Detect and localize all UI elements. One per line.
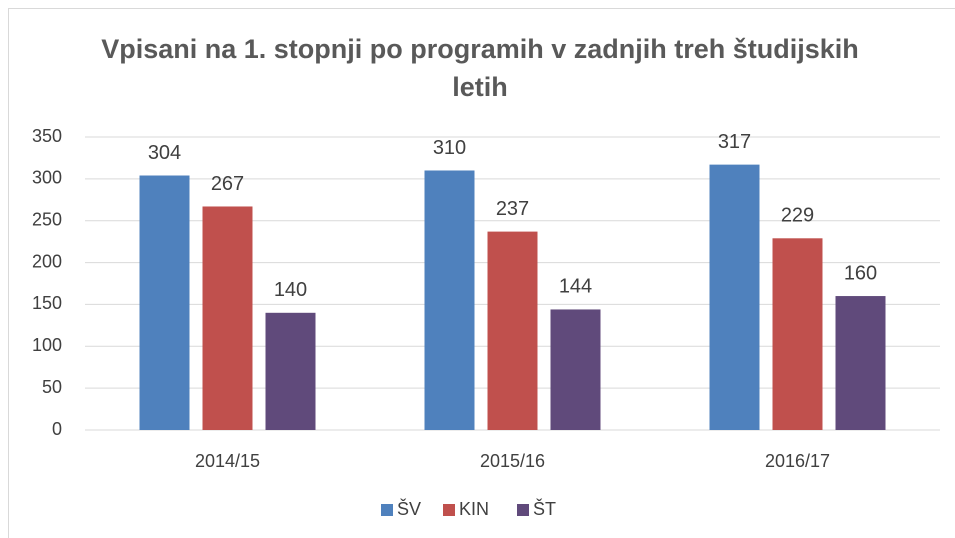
legend-swatch [517,504,529,516]
data-label: 160 [844,262,877,284]
legend-label: KIN [459,499,489,519]
data-label: 304 [148,142,181,164]
bar [202,206,253,430]
data-label: 229 [781,205,814,227]
x-tick-label: 2014/15 [195,451,260,471]
bar [487,231,538,430]
bar [709,164,760,430]
y-tick-label: 300 [32,168,62,188]
bar [772,238,823,430]
x-tick-label: 2016/17 [765,451,830,471]
y-tick-label: 0 [52,419,62,439]
y-tick-label: 150 [32,293,62,313]
y-tick-label: 100 [32,335,62,355]
y-tick-label: 50 [42,377,62,397]
data-label: 144 [559,276,592,298]
legend-label: ŠT [533,498,556,519]
y-tick-label: 350 [32,126,62,146]
legend-label: ŠV [397,498,421,519]
legend-swatch [381,504,393,516]
data-label: 317 [718,131,751,153]
data-label: 267 [211,173,244,195]
bar [265,312,316,430]
x-tick-label: 2015/16 [480,451,545,471]
y-tick-label: 200 [32,251,62,271]
bar [550,309,601,430]
data-label: 237 [496,198,529,220]
data-label: 310 [433,137,466,159]
chart-border [8,8,955,538]
data-label: 140 [274,279,307,301]
chart-title: Vpisani na 1. stopnji po programih v zad… [101,34,859,102]
bar [835,296,886,430]
bar [139,175,190,430]
y-tick-label: 250 [32,209,62,229]
legend-swatch [443,504,455,516]
bar [424,170,475,430]
